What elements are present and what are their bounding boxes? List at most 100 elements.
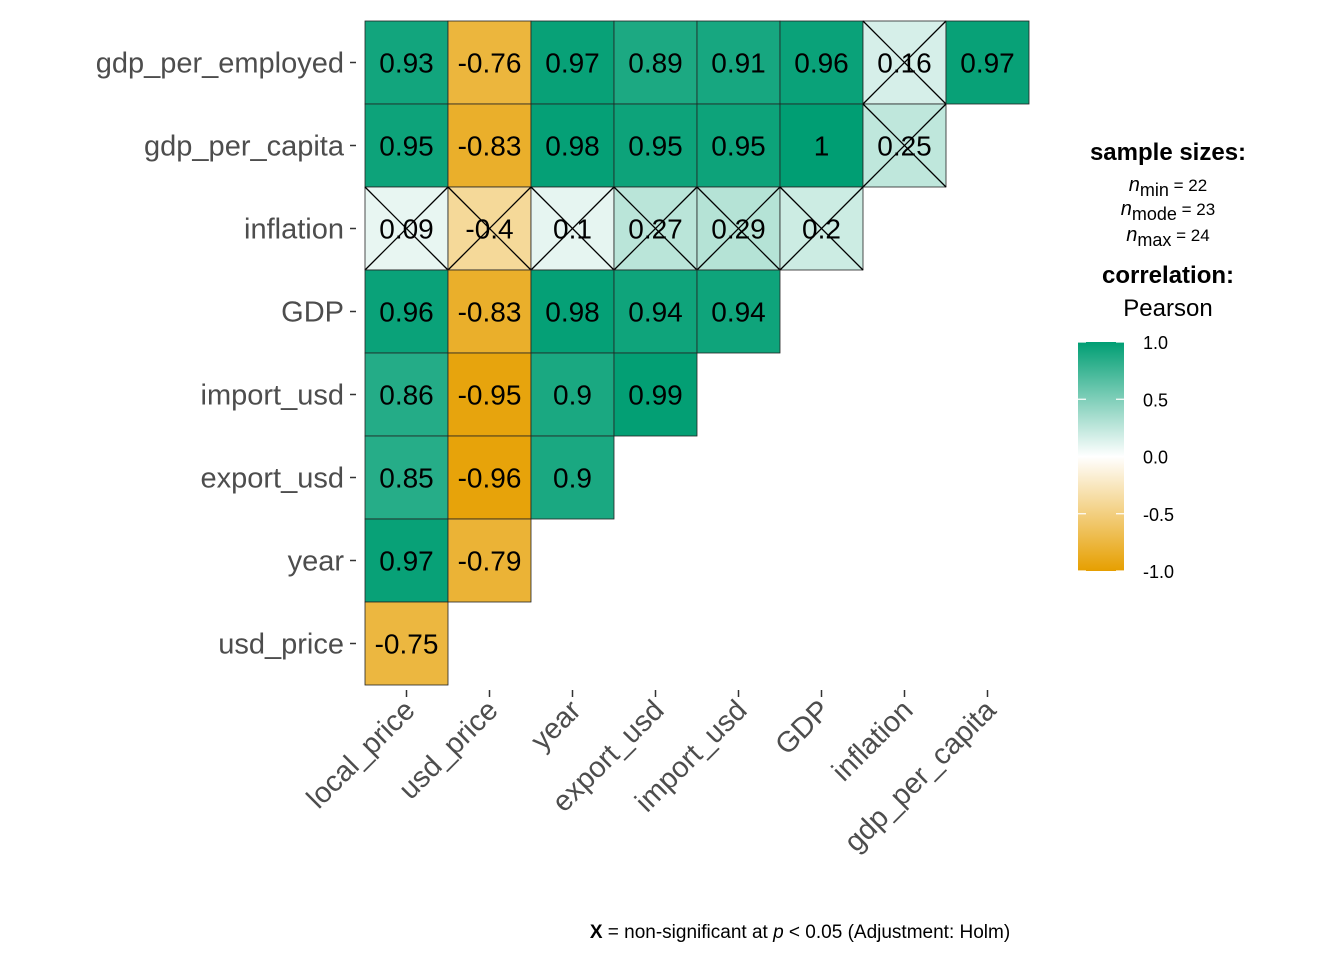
heatmap-cell-rect <box>364 20 449 105</box>
heatmap-cell-label: 0.29 <box>711 214 766 245</box>
heatmap-cell-label: 0.96 <box>794 48 849 79</box>
heatmap-cell-label: 1 <box>814 131 830 162</box>
heatmap-cell-rect <box>530 20 615 105</box>
legend-tick-label: 0.5 <box>1143 390 1168 410</box>
heatmap-cell: 0.86 <box>364 352 449 437</box>
heatmap-cell: 0.9 <box>530 352 615 437</box>
heatmap-cell-rect <box>447 518 532 603</box>
x-tick-label: local_price <box>301 694 422 815</box>
legend-n-min: nmin = 22 <box>1129 174 1207 200</box>
heatmap-cell: 0.27 <box>613 186 698 271</box>
heatmap-cell: -0.75 <box>364 601 449 686</box>
heatmap-cell-label: 0.96 <box>379 297 434 328</box>
x-tick-label: gdp_per_capita <box>838 694 1003 859</box>
heatmap-cell: 0.94 <box>696 269 781 354</box>
heatmap-cell: -0.76 <box>447 20 532 105</box>
nonsignificant-cross-line <box>779 186 864 271</box>
heatmap-cell-rect <box>364 269 449 354</box>
heatmap-cell: 0.98 <box>530 269 615 354</box>
heatmap-cell: 0.94 <box>613 269 698 354</box>
y-tick-label: export_usd <box>201 463 345 495</box>
heatmap-cell-rect <box>613 20 698 105</box>
heatmap-cell-label: -0.76 <box>458 48 522 79</box>
nonsignificant-cross-line <box>530 186 615 271</box>
legend-tick-label: -1.0 <box>1143 562 1174 582</box>
heatmap-cell: 0.97 <box>364 518 449 603</box>
x-tick-label: GDP <box>769 694 836 761</box>
heatmap-cell-rect <box>364 601 449 686</box>
y-tick-label: inflation <box>244 214 344 246</box>
heatmap-cell-label: 0.27 <box>628 214 683 245</box>
heatmap-cell-label: 0.95 <box>628 131 683 162</box>
heatmap-cell-rect <box>530 103 615 188</box>
heatmap-cell-rect <box>779 103 864 188</box>
heatmap-cell-label: 0.91 <box>711 48 766 79</box>
heatmap-cell: -0.83 <box>447 103 532 188</box>
heatmap-cell: 0.95 <box>613 103 698 188</box>
heatmap-cell-label: 0.25 <box>877 131 932 162</box>
heatmap-cell-rect <box>447 435 532 520</box>
heatmap-cell-rect <box>447 352 532 437</box>
legend-tick-label: 1.0 <box>1143 333 1168 353</box>
heatmap-cell-label: 0.09 <box>379 214 434 245</box>
legend: sample sizes: nmin = 22 nmode = 23 nmax … <box>1078 139 1246 582</box>
heatmap-cell-label: -0.4 <box>465 214 513 245</box>
nonsignificant-cross-line <box>613 186 698 271</box>
heatmap-cell-rect <box>447 103 532 188</box>
heatmap-cell-rect <box>696 103 781 188</box>
heatmap-cell: 0.91 <box>696 20 781 105</box>
heatmap-cell-rect <box>447 20 532 105</box>
nonsignificant-cross-line <box>862 103 947 188</box>
heatmap-cell-label: 0.86 <box>379 380 434 411</box>
legend-corr-title: correlation: <box>1102 262 1234 289</box>
legend-n-mode: nmode = 23 <box>1121 198 1215 224</box>
heatmap-cell-rect <box>696 269 781 354</box>
legend-n-max: nmax = 24 <box>1126 224 1209 250</box>
heatmap-cell-label: 0.9 <box>553 380 592 411</box>
heatmap-cell: 0.9 <box>530 435 615 520</box>
heatmap-cell-label: -0.79 <box>458 546 522 577</box>
legend-ticks: 1.0 0.5 0.0 -0.5 -1.0 <box>1078 333 1174 582</box>
heatmap-cell-rect <box>613 352 698 437</box>
nonsignificant-cross-line <box>447 186 532 271</box>
heatmap-cell-label: 0.98 <box>545 131 600 162</box>
heatmap-cell-label: 0.2 <box>802 214 841 245</box>
nonsignificant-cross-line <box>364 186 449 271</box>
heatmap-cell: 1 <box>779 103 864 188</box>
heatmap-cell: 0.85 <box>364 435 449 520</box>
heatmap-cell-label: 0.85 <box>379 463 434 494</box>
heatmap-cell-label: 0.9 <box>553 463 592 494</box>
heatmap-cell: 0.95 <box>364 103 449 188</box>
heatmap-cell: 0.99 <box>613 352 698 437</box>
heatmap-cell: 0.16 <box>862 20 947 105</box>
heatmap-cell-label: 0.93 <box>379 48 434 79</box>
heatmap-cell-rect <box>364 103 449 188</box>
heatmap-cell: 0.96 <box>779 20 864 105</box>
legend-tick-label: 0.0 <box>1143 448 1168 468</box>
heatmap-cell-label: -0.75 <box>375 629 439 660</box>
heatmap-cell: 0.1 <box>530 186 615 271</box>
heatmap-cell: 0.29 <box>696 186 781 271</box>
heatmap-cell-rect <box>613 103 698 188</box>
heatmap-cell-rect <box>364 352 449 437</box>
heatmap-cell-label: 0.1 <box>553 214 592 245</box>
nonsignificant-cross-line <box>862 20 947 105</box>
y-tick-label: gdp_per_employed <box>96 48 344 80</box>
heatmap-cell-label: -0.83 <box>458 131 522 162</box>
y-tick-label: GDP <box>281 297 344 329</box>
heatmap-cell-label: 0.97 <box>545 48 600 79</box>
heatmap-cell-label: 0.97 <box>960 48 1015 79</box>
heatmap-cell-rect <box>696 20 781 105</box>
heatmap-cell: -0.95 <box>447 352 532 437</box>
heatmap-cell: -0.79 <box>447 518 532 603</box>
heatmap-cell-rect <box>447 269 532 354</box>
heatmap-cell: 0.95 <box>696 103 781 188</box>
caption: X = non-significant at p < 0.05 (Adjustm… <box>590 922 1010 943</box>
heatmap-cell-label: 0.95 <box>711 131 766 162</box>
heatmap-cell-rect <box>779 20 864 105</box>
y-tick-label: year <box>288 546 345 578</box>
y-tick-label: usd_price <box>218 629 344 661</box>
heatmap-cell: 0.98 <box>530 103 615 188</box>
heatmap-cell-rect <box>530 435 615 520</box>
